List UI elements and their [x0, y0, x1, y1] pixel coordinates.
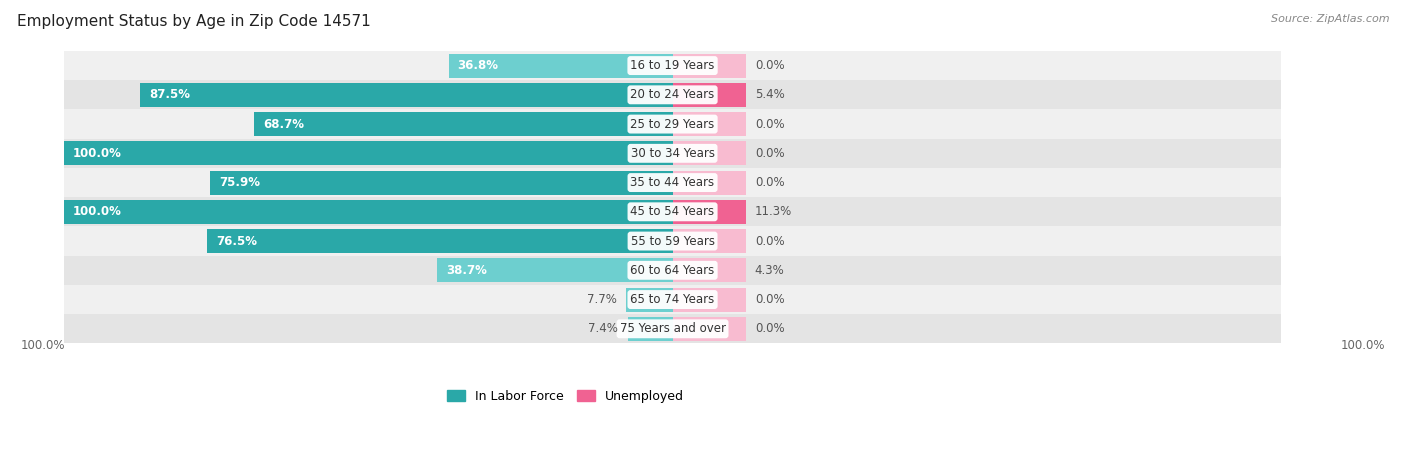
Bar [672, 112, 745, 136]
Bar [672, 170, 745, 194]
Bar [627, 317, 672, 341]
Bar [437, 258, 672, 282]
Bar [63, 168, 1281, 197]
Bar [672, 317, 745, 341]
Text: 100.0%: 100.0% [73, 205, 122, 218]
Bar [207, 229, 672, 253]
Text: 20 to 24 Years: 20 to 24 Years [630, 88, 714, 101]
Text: 7.4%: 7.4% [589, 322, 619, 335]
Text: 75.9%: 75.9% [219, 176, 260, 189]
Bar [63, 110, 1281, 139]
Text: 36.8%: 36.8% [457, 59, 499, 72]
Text: 55 to 59 Years: 55 to 59 Years [630, 235, 714, 248]
Text: 30 to 34 Years: 30 to 34 Years [630, 147, 714, 160]
Bar [672, 54, 745, 78]
Bar [63, 51, 1281, 80]
Bar [139, 83, 672, 107]
Text: 0.0%: 0.0% [755, 176, 785, 189]
Text: 87.5%: 87.5% [149, 88, 190, 101]
Text: 0.0%: 0.0% [755, 235, 785, 248]
Text: 60 to 64 Years: 60 to 64 Years [630, 264, 714, 277]
Bar [211, 170, 672, 194]
Text: 0.0%: 0.0% [755, 118, 785, 131]
Text: Source: ZipAtlas.com: Source: ZipAtlas.com [1271, 14, 1389, 23]
Bar [672, 229, 745, 253]
Text: 35 to 44 Years: 35 to 44 Years [630, 176, 714, 189]
Bar [449, 54, 672, 78]
Text: 68.7%: 68.7% [263, 118, 305, 131]
Bar [672, 288, 745, 312]
Bar [626, 288, 672, 312]
Bar [63, 141, 672, 166]
Text: 100.0%: 100.0% [73, 147, 122, 160]
Text: 100.0%: 100.0% [21, 339, 66, 352]
Bar [63, 285, 1281, 314]
Text: 38.7%: 38.7% [446, 264, 486, 277]
Text: 65 to 74 Years: 65 to 74 Years [630, 293, 714, 306]
Bar [63, 80, 1281, 110]
Text: 16 to 19 Years: 16 to 19 Years [630, 59, 714, 72]
Bar [672, 258, 745, 282]
Text: 75 Years and over: 75 Years and over [620, 322, 725, 335]
Bar [672, 83, 745, 107]
Text: 0.0%: 0.0% [755, 322, 785, 335]
Bar [672, 200, 745, 224]
Text: 11.3%: 11.3% [755, 205, 792, 218]
Text: 7.7%: 7.7% [586, 293, 617, 306]
Bar [63, 256, 1281, 285]
Bar [672, 141, 745, 166]
Text: 25 to 29 Years: 25 to 29 Years [630, 118, 714, 131]
Text: 0.0%: 0.0% [755, 293, 785, 306]
Bar [63, 139, 1281, 168]
Text: 5.4%: 5.4% [755, 88, 785, 101]
Bar [63, 226, 1281, 256]
Text: 0.0%: 0.0% [755, 147, 785, 160]
Bar [254, 112, 672, 136]
Text: 45 to 54 Years: 45 to 54 Years [630, 205, 714, 218]
Legend: In Labor Force, Unemployed: In Labor Force, Unemployed [441, 385, 689, 408]
Bar [63, 200, 672, 224]
Text: 0.0%: 0.0% [755, 59, 785, 72]
Text: 100.0%: 100.0% [1340, 339, 1385, 352]
Text: 4.3%: 4.3% [755, 264, 785, 277]
Text: 76.5%: 76.5% [217, 235, 257, 248]
Bar [63, 314, 1281, 343]
Text: Employment Status by Age in Zip Code 14571: Employment Status by Age in Zip Code 145… [17, 14, 371, 28]
Bar [63, 197, 1281, 226]
